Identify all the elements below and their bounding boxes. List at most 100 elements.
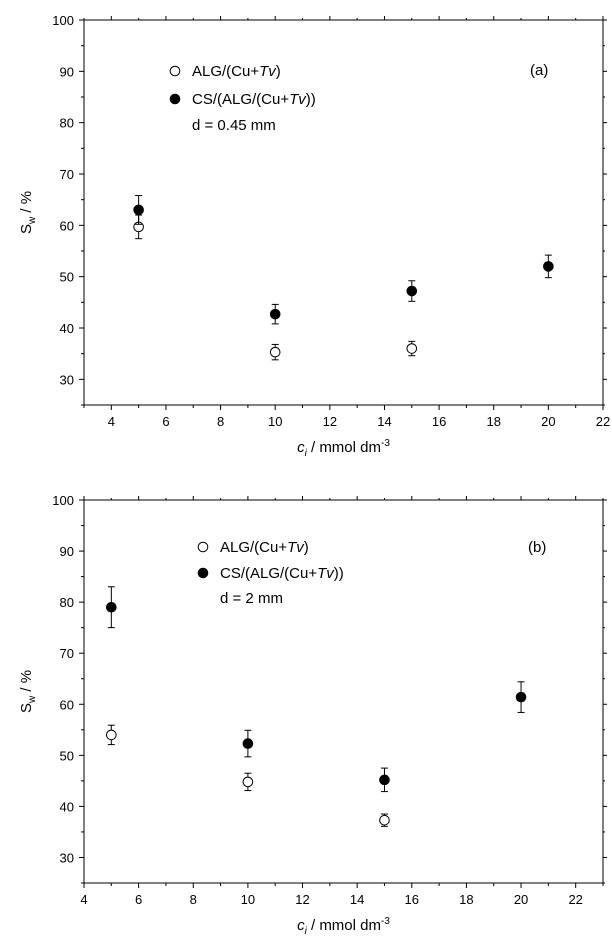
legend-name-prefix: CS/(ALG/(Cu+ — [220, 565, 317, 582]
y-tick-label: 90 — [60, 544, 74, 559]
x-tick-label: 12 — [295, 892, 309, 907]
y-axis-unit: / % — [18, 191, 35, 217]
x-tick-label: 6 — [135, 892, 142, 907]
legend-name-prefix: ALG/(Cu+ — [220, 539, 287, 556]
legend-name-prefix: CS/(ALG/(Cu+ — [192, 91, 289, 108]
y-axis-title: Sw / % — [18, 670, 38, 713]
x-tick-label: 12 — [323, 414, 337, 429]
legend-symbol-filled — [197, 567, 209, 579]
data-point-filled — [106, 601, 117, 613]
series-1 — [133, 214, 418, 361]
chart-panel-1: 4 6 8 10 12 14 16 18 20 22 30 40 50 60 70 80 90 100 ci / m… — [18, 13, 610, 459]
legend-name-suffix: ) — [304, 539, 309, 556]
y-tick-label: 60 — [60, 218, 74, 233]
data-point-open — [269, 346, 281, 358]
series-2 — [133, 195, 554, 325]
y-tick-label: 40 — [60, 321, 74, 336]
legend-entry: CS/(ALG/(Cu+Tv)) — [220, 565, 344, 582]
data-point-filled — [242, 738, 254, 749]
series-1 — [106, 724, 390, 827]
x-tick-label: 14 — [350, 892, 364, 907]
plot-frame — [83, 499, 604, 884]
x-tick-label: 4 — [108, 414, 115, 429]
y-tick-label: 50 — [60, 748, 74, 763]
legend-name-italic: Tv — [259, 63, 277, 80]
y-tick-label: 30 — [60, 372, 74, 387]
legend-name-suffix: )) — [334, 565, 344, 582]
y-tick-label: 30 — [60, 850, 74, 865]
x-tick-label: 10 — [268, 414, 282, 429]
legend-name-italic: Tv — [287, 539, 305, 556]
legend-name-prefix: ALG/(Cu+ — [192, 63, 259, 80]
plot-frame — [83, 19, 604, 406]
data-point-open — [106, 729, 117, 741]
y-tick-label: 80 — [60, 595, 74, 610]
y-axis-title: Sw / % — [18, 191, 38, 234]
chart-panel-2: 4 6 8 10 12 14 16 18 20 22 30 40 50 60 70 80 90 100 ci / m… — [18, 493, 607, 937]
x-tick-label: 8 — [217, 414, 224, 429]
x-tick-label: 22 — [596, 414, 610, 429]
data-point-filled — [515, 691, 527, 703]
x-tick-label: 16 — [432, 414, 446, 429]
x-tick-label: 16 — [405, 892, 419, 907]
legend-entry: ALG/(Cu+Tv) — [220, 539, 309, 556]
y-tick-label: 70 — [60, 167, 74, 182]
legend-name-italic: Tv — [317, 565, 335, 582]
data-point-filled — [406, 285, 418, 297]
x-axis-unit: / mmol dm — [307, 439, 381, 456]
data-point-filled — [543, 261, 554, 272]
legend-note: d = 0.45 mm — [192, 117, 276, 134]
y-axis-unit: / % — [18, 670, 35, 696]
panel-label: (a) — [530, 62, 548, 79]
y-tick-label: 100 — [52, 13, 74, 28]
y-tick-label: 90 — [60, 64, 74, 79]
legend-name-suffix: )) — [306, 91, 316, 108]
legend-symbol-open — [169, 65, 181, 77]
x-tick-label: 18 — [459, 892, 473, 907]
x-tick-label: 14 — [377, 414, 391, 429]
x-tick-label: 8 — [190, 892, 197, 907]
y-tick-label: 40 — [60, 799, 74, 814]
x-tick-label: 20 — [514, 892, 528, 907]
data-point-open — [379, 814, 390, 826]
data-point-filled — [133, 204, 144, 216]
y-axis-symbol: S — [18, 703, 35, 713]
y-tick-label: 70 — [60, 646, 74, 661]
legend-entry: ALG/(Cu+Tv) — [192, 63, 281, 80]
x-tick-label: 6 — [162, 414, 169, 429]
legend-name-suffix: ) — [276, 63, 281, 80]
y-tick-label: 100 — [52, 493, 74, 508]
y-tick-label: 50 — [60, 270, 74, 285]
y-axis-subscript: w — [27, 216, 38, 225]
x-axis-superscript: -3 — [381, 438, 390, 449]
legend-name-italic: Tv — [289, 91, 307, 108]
x-axis-title: ci / mmol dm-3 — [297, 438, 390, 459]
x-tick-label: 22 — [568, 892, 582, 907]
x-axis-subscript: i — [305, 926, 308, 937]
y-tick-label: 80 — [60, 116, 74, 131]
legend-entry: CS/(ALG/(Cu+Tv)) — [192, 91, 316, 108]
legend: ALG/(Cu+Tv)CS/(ALG/(Cu+Tv))d = 0.45 mm — [169, 63, 316, 134]
x-axis-subscript: i — [305, 448, 308, 459]
data-point-open — [406, 343, 418, 354]
legend-symbol-open — [197, 541, 209, 553]
y-axis-subscript: w — [27, 695, 38, 704]
data-point-filled — [269, 308, 281, 320]
x-tick-label: 18 — [487, 414, 501, 429]
x-axis-unit: / mmol dm — [307, 917, 381, 934]
x-tick-label: 4 — [80, 892, 87, 907]
data-point-open — [242, 776, 254, 788]
legend-symbol-filled — [169, 93, 181, 105]
x-axis-superscript: -3 — [381, 916, 390, 927]
legend: ALG/(Cu+Tv)CS/(ALG/(Cu+Tv))d = 2 mm — [197, 539, 344, 607]
panel-label: (b) — [528, 539, 546, 556]
x-tick-label: 10 — [241, 892, 255, 907]
x-tick-label: 20 — [541, 414, 555, 429]
x-axis-symbol: c — [297, 439, 305, 456]
data-point-filled — [379, 774, 390, 786]
x-axis-symbol: c — [297, 917, 305, 934]
series-2 — [106, 586, 527, 793]
legend-note: d = 2 mm — [220, 590, 283, 607]
y-tick-label: 60 — [60, 697, 74, 712]
